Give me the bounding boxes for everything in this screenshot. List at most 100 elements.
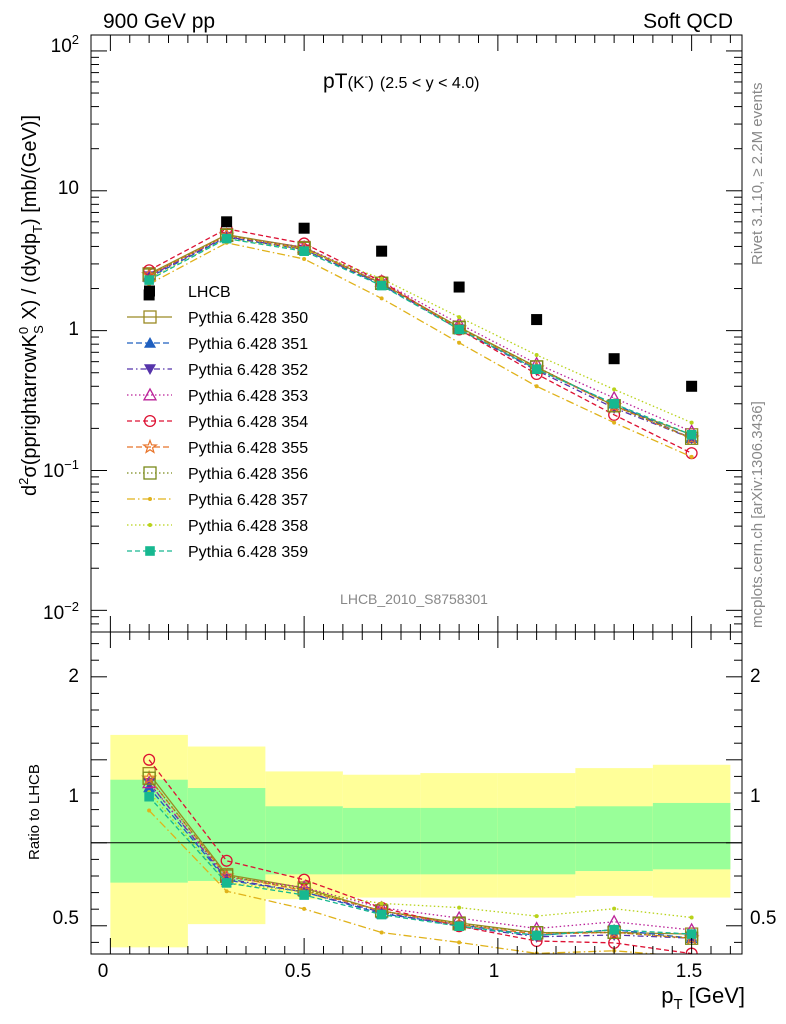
legend-label: Pythia 6.428 353 (188, 388, 308, 405)
ylabel-close: X) / (dydp (19, 233, 41, 325)
rivet-version-label: Rivet 3.1.10, ≥ 2.2M events (749, 83, 766, 266)
series-line (148, 235, 692, 439)
ratio-line (148, 759, 692, 954)
series-marker (686, 429, 697, 440)
ratio-marker (609, 924, 619, 935)
ratio-marker (299, 890, 309, 900)
legend-entry-9: Pythia 6.428 358 (127, 518, 308, 535)
ratio-marker (144, 791, 154, 802)
band-inner (265, 806, 343, 875)
legend-marker (148, 523, 152, 527)
ratio-series-8 (147, 808, 694, 959)
band-inner (575, 806, 653, 872)
band-inner (497, 807, 576, 875)
ylabel-sup-0: 0 (16, 327, 31, 334)
series-marker (609, 398, 619, 409)
ratio-uncertainty-bands (110, 734, 731, 948)
series-marker (608, 408, 621, 421)
band-inner (652, 802, 731, 870)
legend-marker (142, 438, 158, 454)
ratio-marker (457, 905, 462, 910)
title-close: ) (368, 73, 374, 92)
analysis-id-label: LHCB_2010_S8758301 (340, 591, 488, 607)
title-range: (2.5 < y < 4.0) (380, 75, 480, 92)
ratio-marker (221, 878, 232, 888)
ratio-series-layer (141, 753, 700, 959)
series-marker (534, 352, 539, 357)
series-line (148, 242, 692, 458)
legend-entry-4: Pythia 6.428 353 (127, 387, 308, 405)
legend-marker (142, 387, 158, 401)
series-line (148, 234, 692, 439)
x-tick-label-1.5: 1.5 (676, 961, 702, 982)
series-marker (689, 454, 694, 459)
data-point (608, 353, 620, 365)
y-tick-label-100: 102 (51, 32, 79, 57)
legend-label: Pythia 6.428 356 (188, 466, 308, 483)
series-line (148, 237, 692, 436)
series-marker (144, 275, 154, 285)
data-point (686, 380, 698, 392)
ratio-series-10 (144, 791, 697, 941)
band-inner (420, 807, 498, 875)
data-point (376, 245, 388, 257)
legend-marker (145, 546, 155, 556)
ylabel-sup-2: 2 (16, 478, 31, 485)
ratio-marker (142, 771, 156, 785)
series-marker (379, 296, 384, 301)
ratio-line (148, 810, 664, 954)
x-tick-label-1: 1 (489, 961, 500, 982)
ratio-axis-ticks (90, 632, 742, 954)
ratio-y-tick-1: 1 (68, 786, 79, 807)
legend-label: Pythia 6.428 358 (188, 518, 308, 535)
ylabel-d: d (19, 485, 41, 496)
xlabel-p: p (661, 983, 673, 1008)
legend-label: Pythia 6.428 359 (188, 544, 308, 561)
xlabel-unit: [GeV] (683, 983, 745, 1008)
legend-marker (144, 364, 156, 375)
legend-entry-data: LHCB (144, 284, 231, 301)
title-sup: - (365, 71, 369, 83)
ratio-marker (147, 808, 152, 813)
series-marker (454, 324, 464, 335)
header-left: 900 GeV pp (103, 10, 215, 33)
ratio-marker (534, 914, 539, 919)
ylabel-mid: σ(pprightarrowK (19, 333, 41, 477)
series-marker (689, 420, 694, 425)
ratio-line (148, 777, 692, 939)
legend-entry-8: Pythia 6.428 357 (127, 492, 308, 509)
legend-marker (148, 497, 152, 501)
y-tick-label-0.01: 10−2 (43, 599, 79, 624)
series-marker (302, 257, 307, 262)
ratio-marker (379, 930, 384, 935)
ratio-marker (143, 753, 156, 766)
data-point (531, 314, 543, 326)
ratio-marker (302, 906, 307, 911)
band-inner (342, 807, 421, 875)
series-marker (379, 276, 384, 281)
ratio-marker (690, 955, 694, 959)
main-y-axis-label: d2σ(pprightarrowK0S X) / (dydpT) [mb/(Ge… (16, 115, 46, 496)
ratio-marker (457, 940, 462, 945)
ratio-marker (612, 906, 617, 911)
header-right: Soft QCD (643, 10, 733, 33)
legend-entry-10: Pythia 6.428 359 (127, 544, 308, 561)
band-inner (187, 788, 266, 881)
legend-entry-3: Pythia 6.428 352 (127, 362, 308, 379)
series-marker (531, 364, 542, 374)
ratio-line (148, 787, 692, 939)
mcplots-label: mcplots.cern.ch [arXiv:1306.3436] (749, 401, 766, 628)
legend-entry-6: Pythia 6.428 355 (127, 438, 308, 457)
main-axis-ticks (90, 35, 742, 633)
ratio-marker (531, 930, 542, 941)
y-tick-label-0.1: 10−1 (43, 457, 79, 482)
x-axis-label: pT [GeV] (661, 983, 745, 1013)
ratio-marker (379, 901, 384, 906)
ratio-line (148, 782, 692, 939)
ratio-marker (686, 929, 697, 939)
legend-marker (144, 337, 156, 348)
xlabel-t: T (673, 996, 682, 1013)
ratio-y-axis-label: Ratio to LHCB (26, 764, 43, 860)
ratio-y-tick-2-right: 2 (750, 666, 761, 687)
